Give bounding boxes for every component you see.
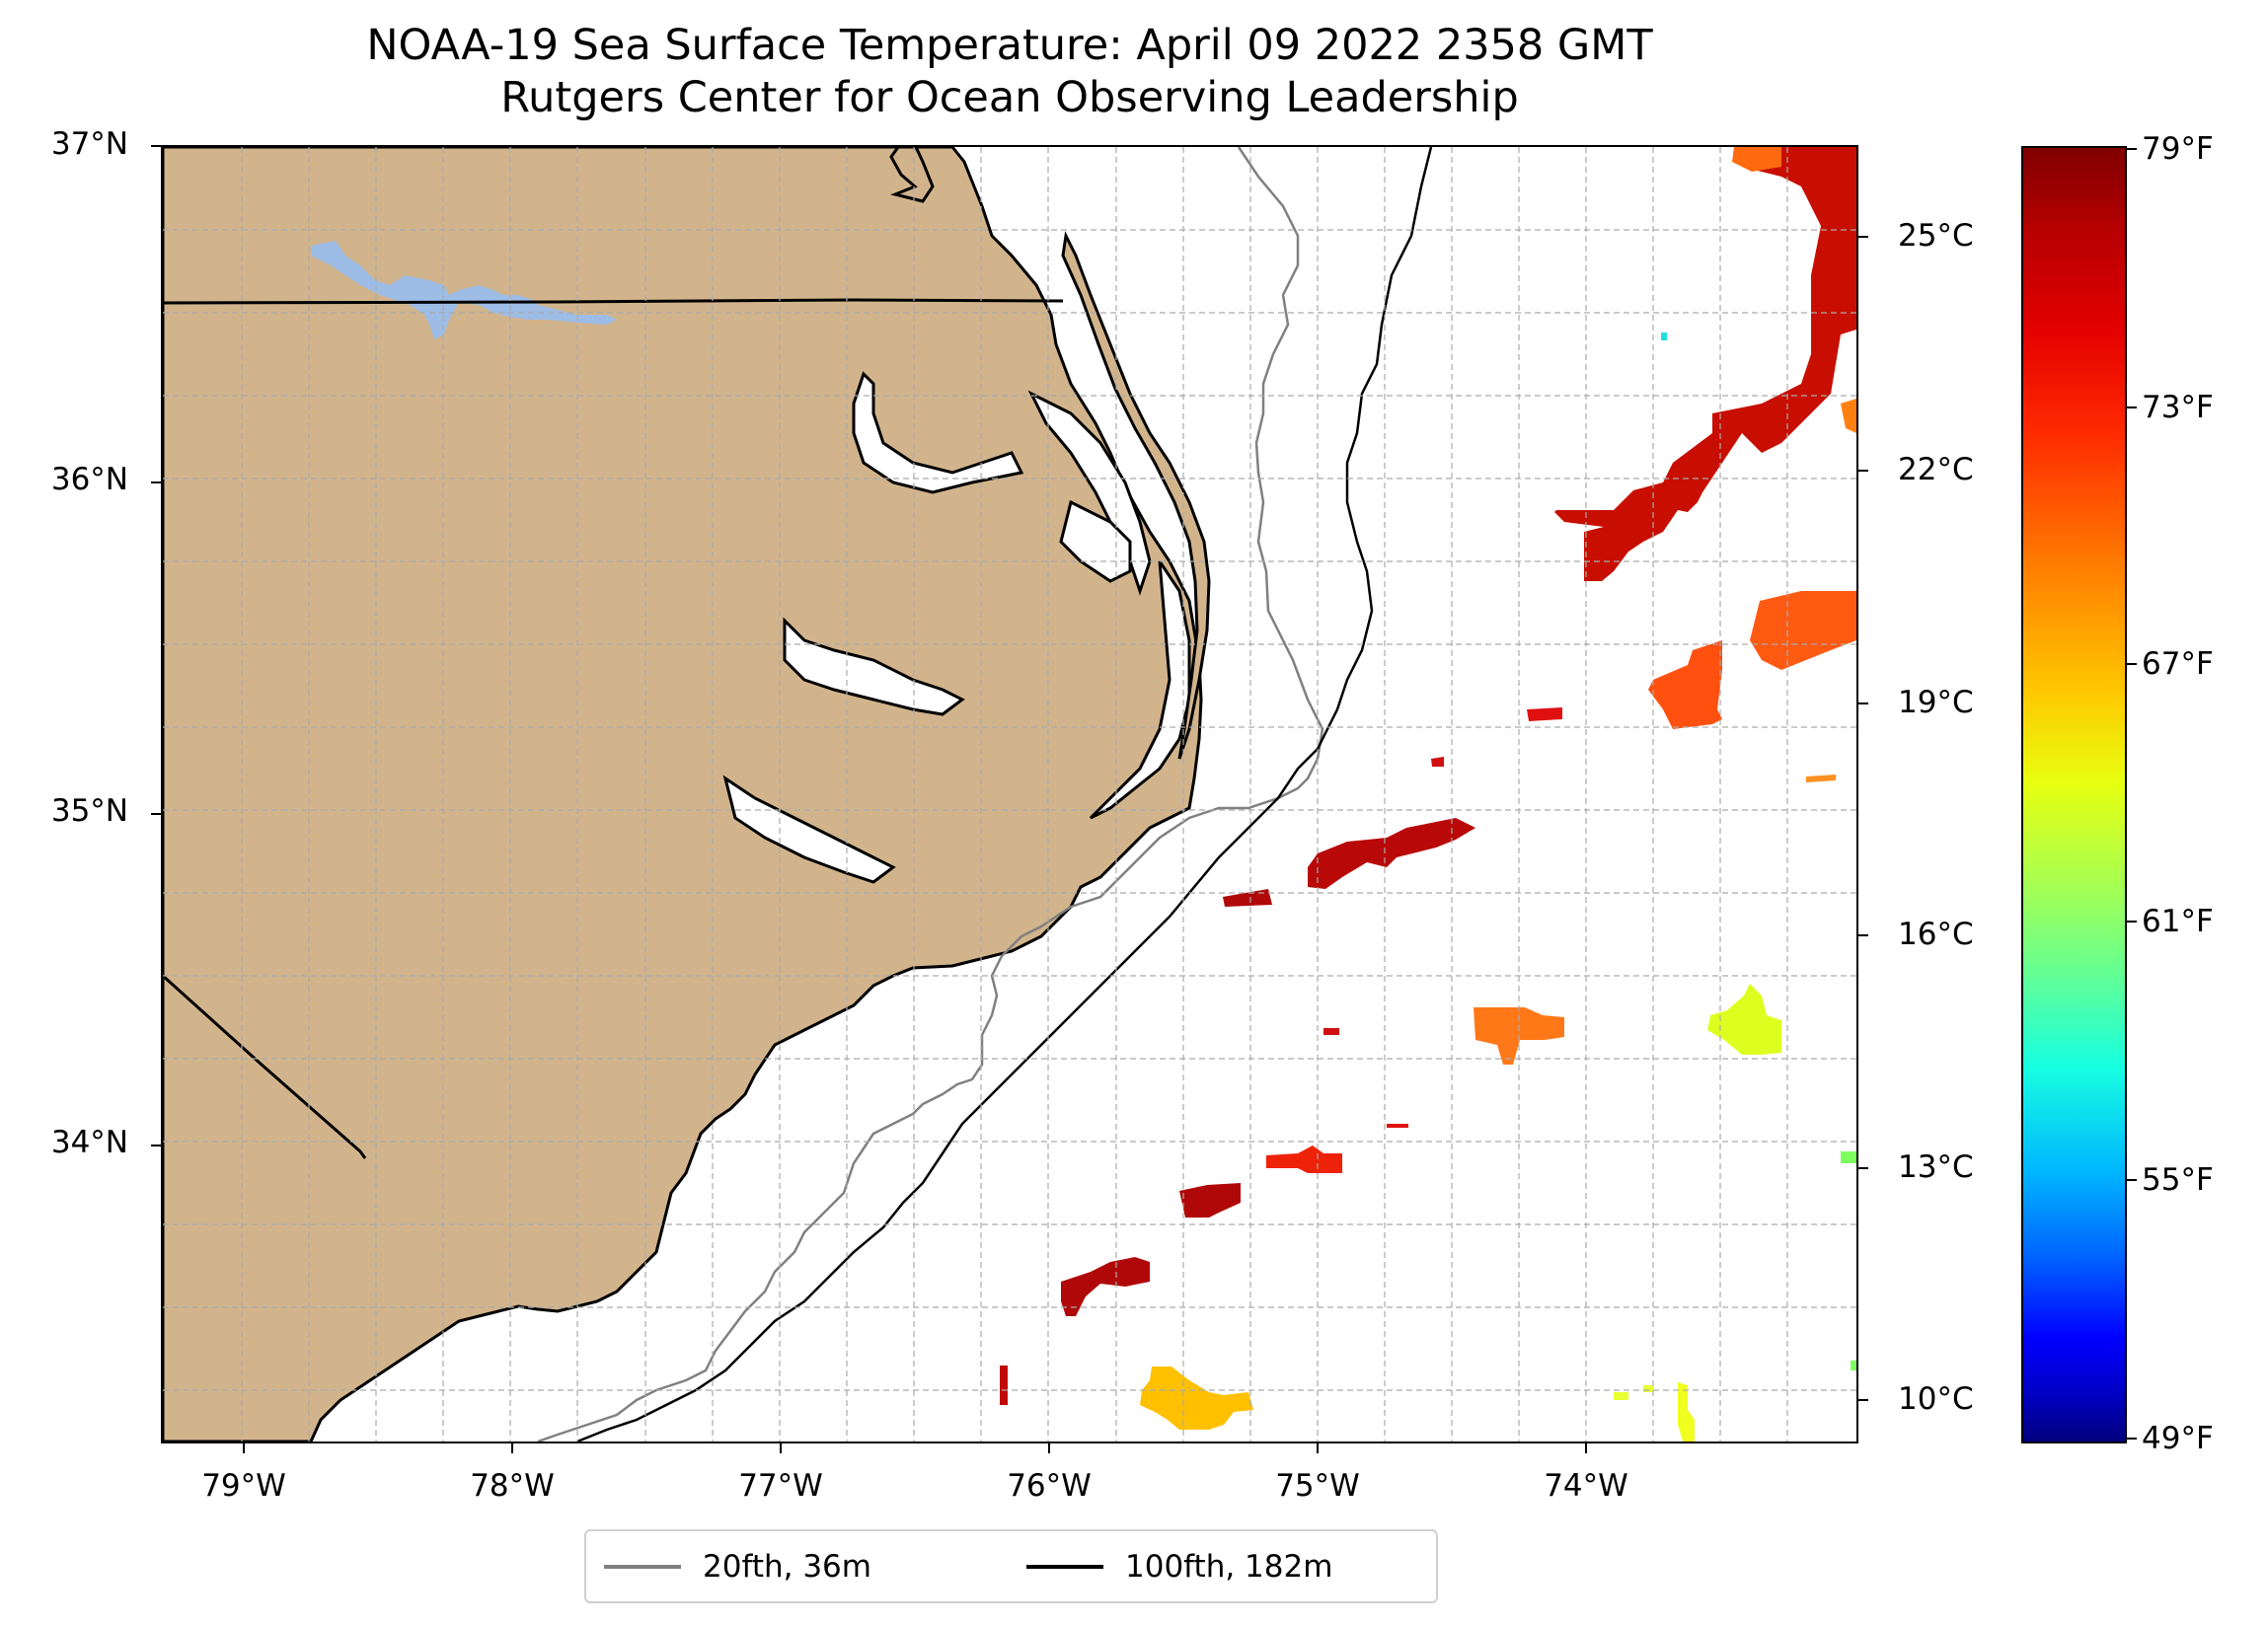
colorbar-tick-10c (1858, 1399, 1868, 1401)
colorbar (2021, 146, 2127, 1443)
lon-tick-77w (780, 1443, 782, 1453)
colorbar-tick-79f (2127, 148, 2137, 150)
sst-patch-red-line (1323, 1028, 1339, 1035)
sound-water-2 (783, 617, 965, 716)
lon-label-75w: 75°W (1275, 1468, 1360, 1504)
colorbar-tick-49f (2127, 1438, 2137, 1440)
sst-patch-orange-dash (1806, 775, 1836, 782)
colorbar-tick-22c (1858, 470, 1868, 472)
state-border-nc-sc (163, 974, 367, 1159)
lon-tick-76w (1048, 1443, 1050, 1453)
lon-label-76w: 76°W (1007, 1468, 1092, 1504)
sst-patch-red-dash (1387, 1124, 1408, 1128)
sst-patch-yellow-2 (1678, 1382, 1695, 1441)
sst-patch-yellow-dots (1614, 1385, 1653, 1400)
colorbar-tick-61f (2127, 921, 2137, 923)
colorbar-tick-16c (1858, 934, 1868, 936)
lat-tick-37n (151, 145, 161, 147)
legend-label-100fth: 100fth, 182m (1125, 1548, 1333, 1585)
sound-water-3 (722, 775, 896, 884)
legend-swatch-gray (604, 1564, 681, 1569)
lon-label-77w: 77°W (738, 1468, 823, 1504)
sst-patch-red-dot (1431, 757, 1444, 767)
sst-patch-darkred-4 (1061, 1257, 1150, 1316)
colorbar-label-55f: 55°F (2142, 1162, 2214, 1198)
colorbar-label-16c: 16°C (1898, 917, 1974, 952)
isobath-legend: 20fth, 36m 100fth, 182m (584, 1529, 1438, 1603)
sst-patch-gulfstream (1554, 147, 1856, 581)
colorbar-label-79f: 79°F (2142, 131, 2214, 167)
title-line-2: Rutgers Center for Ocean Observing Leade… (500, 73, 1519, 122)
sst-patch-red-small (1527, 707, 1562, 721)
sst-patch-darkred-1 (1308, 818, 1475, 889)
colorbar-label-10c: 10°C (1898, 1381, 1974, 1417)
legend-item-20fth: 20fth, 36m (604, 1531, 871, 1601)
sst-patch-red-3 (1266, 1146, 1342, 1173)
colorbar-label-67f: 67°F (2142, 646, 2214, 682)
north-carolina-land (163, 147, 1203, 1441)
map-canvas (163, 147, 1856, 1441)
lat-tick-36n (151, 481, 161, 483)
sst-patch-ne-orange (1732, 147, 1781, 172)
lake-water (311, 241, 617, 339)
lat-label-36n: 36°N (50, 462, 128, 497)
colorbar-label-61f: 61°F (2142, 904, 2214, 939)
sst-patch-yellowgreen-1 (1707, 984, 1781, 1055)
colorbar-label-22c: 22°C (1898, 452, 1974, 487)
sst-patch-darkred-2 (1223, 889, 1272, 907)
isobath-100fth (576, 147, 1433, 1441)
lon-label-78w: 78°W (470, 1468, 555, 1504)
colorbar-tick-67f (2127, 663, 2137, 665)
isobath-20fth (537, 147, 1324, 1441)
sst-patch-green-edge (1841, 1151, 1856, 1370)
gridlines (163, 147, 1856, 1441)
sst-patch-red-vertical (1000, 1366, 1008, 1405)
sound-water-1 (852, 371, 1024, 494)
sst-patch-darkred-3 (1179, 1183, 1241, 1218)
sound-water-6 (1089, 560, 1191, 820)
legend-label-20fth: 20fth, 36m (703, 1548, 871, 1585)
lat-label-37n: 37°N (50, 126, 128, 162)
land-layer (163, 147, 1211, 1441)
colorbar-label-49f: 49°F (2142, 1421, 2214, 1456)
lon-label-74w: 74°W (1544, 1468, 1628, 1504)
isobath-layer (537, 147, 1433, 1441)
sst-patch-orange-1 (1750, 591, 1856, 670)
legend-swatch-black (1026, 1564, 1103, 1569)
colorbar-tick-73f (2127, 406, 2137, 408)
legend-item-100fth: 100fth, 182m (1026, 1531, 1332, 1601)
lon-tick-79w (243, 1443, 245, 1453)
colorbar-label-25c: 25°C (1898, 218, 1974, 254)
sst-patch-yellow-1 (1140, 1367, 1253, 1430)
colorbar-label-73f: 73°F (2142, 390, 2214, 425)
colorbar-tick-19c (1858, 702, 1868, 704)
lat-tick-34n (151, 1145, 161, 1146)
state-border-va-nc (163, 298, 1064, 305)
colorbar-label-19c: 19°C (1898, 685, 1974, 720)
colorbar-tick-13c (1858, 1167, 1868, 1169)
sst-patch-orange-edge (1841, 399, 1856, 433)
colorbar-label-13c: 13°C (1898, 1149, 1974, 1185)
sst-patch-orange-2 (1648, 640, 1722, 729)
map-title: NOAA-19 Sea Surface Temperature: April 0… (161, 20, 1858, 124)
map-panel (161, 145, 1858, 1443)
lat-tick-35n (151, 813, 161, 815)
lon-tick-75w (1317, 1443, 1319, 1453)
colorbar-tick-55f (2127, 1179, 2137, 1181)
lon-tick-74w (1585, 1443, 1587, 1453)
lat-label-35n: 35°N (50, 793, 128, 829)
lon-label-79w: 79°W (201, 1468, 286, 1504)
title-line-1: NOAA-19 Sea Surface Temperature: April 0… (366, 21, 1653, 70)
colorbar-tick-25c (1858, 236, 1868, 238)
lon-tick-78w (511, 1443, 513, 1453)
barrier-island-outer-banks (1061, 231, 1211, 760)
sst-patch-cyan-dot (1661, 333, 1667, 340)
lat-label-34n: 34°N (50, 1125, 128, 1160)
